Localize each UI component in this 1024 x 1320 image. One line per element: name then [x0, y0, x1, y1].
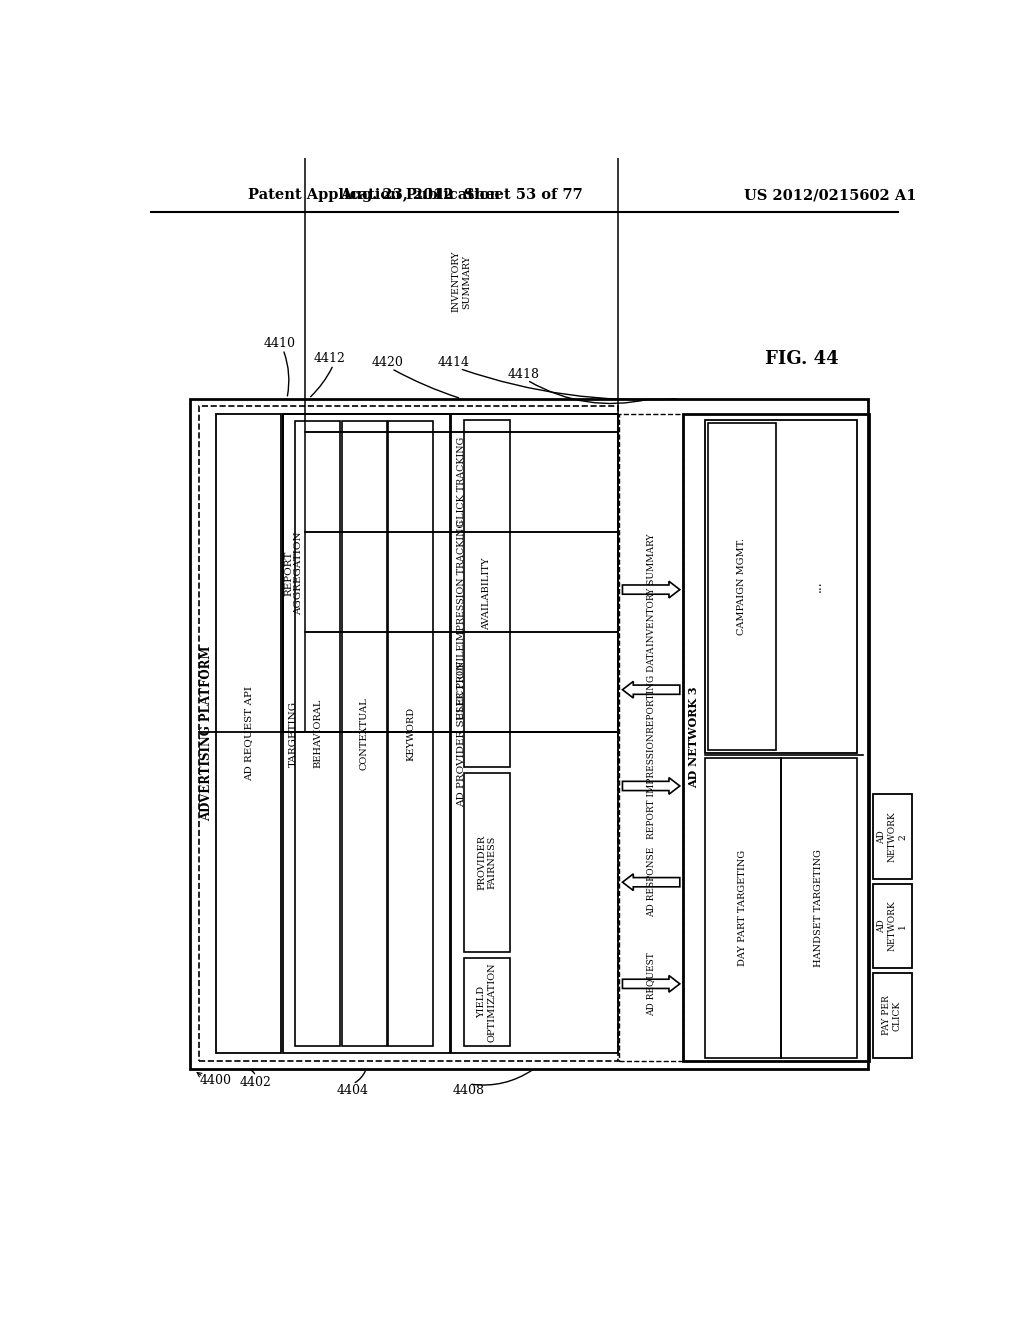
Text: AD PROVIDER SELECTION: AD PROVIDER SELECTION — [458, 660, 467, 807]
Bar — [708, 424, 776, 750]
Bar — [620, 414, 683, 1061]
Text: AD REQUEST API: AD REQUEST API — [244, 686, 253, 781]
Text: 4410: 4410 — [263, 337, 295, 350]
Text: 4420: 4420 — [372, 356, 403, 370]
Text: PROVIDER
FAIRNESS: PROVIDER FAIRNESS — [477, 834, 497, 890]
Bar — [305, 632, 617, 733]
Text: AD
NETWORK
1: AD NETWORK 1 — [878, 900, 907, 952]
Text: IMPRESSION TRACKING: IMPRESSION TRACKING — [457, 520, 466, 644]
Bar — [342, 421, 387, 1047]
Text: REPORT
AGGREGATION: REPORT AGGREGATION — [284, 531, 303, 615]
Bar — [872, 884, 911, 969]
FancyArrow shape — [623, 874, 680, 891]
Text: INVENTORY
SUMMARY: INVENTORY SUMMARY — [452, 251, 471, 313]
Text: CAMPAIGN MGMT.: CAMPAIGN MGMT. — [737, 539, 746, 635]
Text: INVENTORY SUMMARY: INVENTORY SUMMARY — [646, 533, 655, 645]
FancyArrow shape — [623, 975, 680, 993]
Bar — [872, 973, 911, 1057]
Text: CLICK TRACKING: CLICK TRACKING — [457, 437, 466, 527]
Text: AD RESPONSE: AD RESPONSE — [646, 847, 655, 917]
Text: AD REQUEST: AD REQUEST — [646, 952, 655, 1015]
Bar — [464, 420, 510, 767]
Bar — [683, 414, 869, 1061]
Text: 4408: 4408 — [453, 1084, 485, 1097]
Text: 4414: 4414 — [437, 356, 469, 370]
Bar — [705, 420, 856, 752]
Text: TARGETING: TARGETING — [290, 701, 298, 767]
Text: ADVERTISING PLATFORM: ADVERTISING PLATFORM — [200, 645, 213, 821]
Bar — [872, 795, 911, 879]
Bar — [200, 407, 617, 1061]
Text: 4404: 4404 — [337, 1084, 369, 1097]
Text: ...: ... — [811, 581, 824, 593]
Bar — [305, 432, 617, 532]
Text: YIELD
OPTIMIZATION: YIELD OPTIMIZATION — [477, 962, 497, 1041]
Bar — [464, 774, 510, 952]
Text: AD NETWORK 3: AD NETWORK 3 — [688, 686, 699, 788]
Text: AD
NETWORK
2: AD NETWORK 2 — [878, 812, 907, 862]
Bar — [388, 421, 433, 1047]
Text: 4402: 4402 — [240, 1076, 271, 1089]
Bar — [216, 414, 282, 1053]
Text: PAY PER
CLICK: PAY PER CLICK — [883, 995, 902, 1035]
Text: 4412: 4412 — [313, 352, 345, 366]
Text: DAY PART TARGETING: DAY PART TARGETING — [738, 850, 748, 966]
Text: BEHAVIORAL: BEHAVIORAL — [313, 698, 323, 768]
Bar — [305, 532, 617, 632]
Bar — [305, 132, 617, 432]
FancyArrow shape — [623, 777, 680, 795]
Text: REPORT IMPRESSION: REPORT IMPRESSION — [646, 733, 655, 838]
Text: Aug. 23, 2012  Sheet 53 of 77: Aug. 23, 2012 Sheet 53 of 77 — [340, 189, 583, 202]
Text: FIG. 44: FIG. 44 — [765, 350, 839, 367]
Text: 4418: 4418 — [507, 367, 540, 380]
Text: AVAILABILITY: AVAILABILITY — [482, 557, 492, 630]
Text: KEYWORD: KEYWORD — [407, 706, 416, 760]
Text: USER PROFILE: USER PROFILE — [457, 644, 466, 721]
Bar — [464, 958, 510, 1047]
Bar — [190, 399, 868, 1069]
Text: HANDSET TARGETING: HANDSET TARGETING — [814, 849, 823, 968]
Bar — [705, 758, 780, 1057]
Bar — [452, 414, 617, 1053]
Bar — [295, 421, 340, 1047]
Text: REPORTING DATA: REPORTING DATA — [646, 647, 655, 733]
Text: 4400: 4400 — [200, 1073, 231, 1086]
FancyArrow shape — [623, 581, 680, 598]
Text: Patent Application Publication: Patent Application Publication — [248, 189, 500, 202]
Bar — [283, 414, 450, 1053]
Text: US 2012/0215602 A1: US 2012/0215602 A1 — [744, 189, 916, 202]
Text: CONTEXTUAL: CONTEXTUAL — [359, 697, 369, 770]
Bar — [780, 758, 856, 1057]
FancyArrow shape — [623, 681, 680, 698]
Bar — [283, 414, 617, 733]
